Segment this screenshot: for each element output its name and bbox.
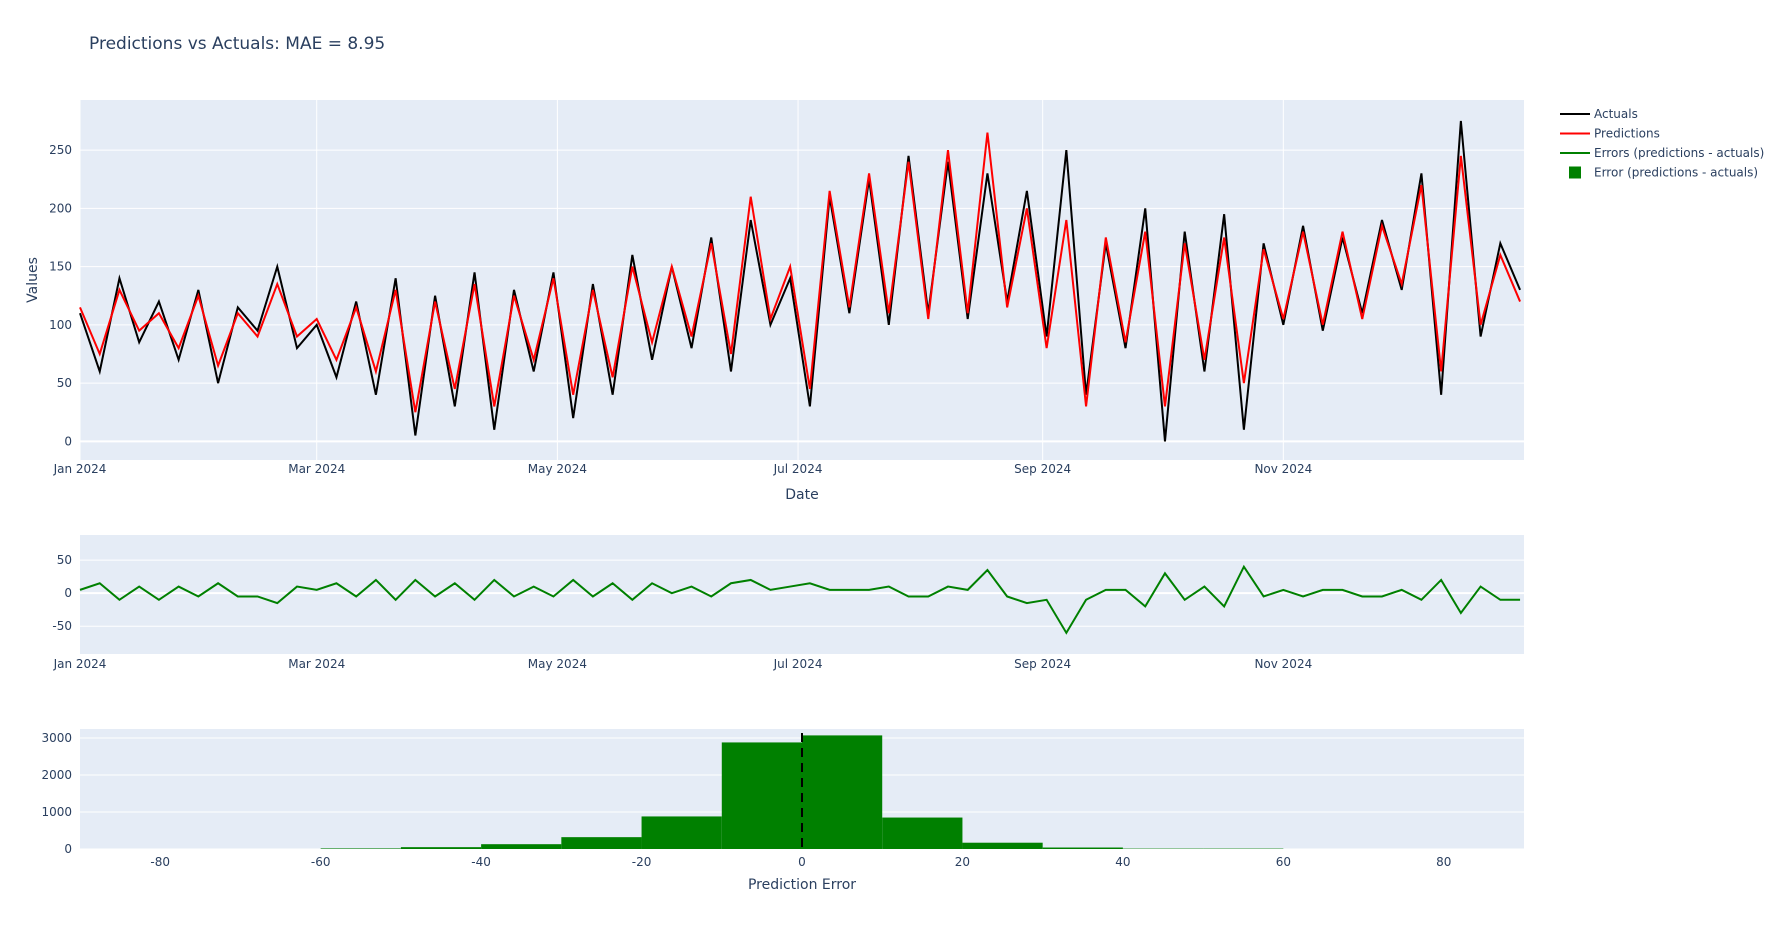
x-tick-label: Nov 2024 xyxy=(1254,657,1312,671)
legend-item[interactable]: Predictions xyxy=(1560,127,1660,141)
x-tick-label: May 2024 xyxy=(528,657,587,671)
x-tick-label: -40 xyxy=(471,855,491,869)
series-line-errors xyxy=(79,564,1521,635)
histogram-panel: 0 1000 2000 3000 -80 -60 -40 -20 0 20 40 60 80 xyxy=(41,729,1524,869)
histogram-bar xyxy=(320,848,401,849)
plot-background xyxy=(80,100,1524,460)
histogram-bar xyxy=(962,842,1043,849)
y-tick-label: 0 xyxy=(64,434,72,448)
histogram-bar xyxy=(641,816,722,849)
series-line-actuals xyxy=(79,120,1521,442)
legend-label: Errors (predictions - actuals) xyxy=(1594,146,1764,160)
legend-label: Error (predictions - actuals) xyxy=(1594,166,1758,180)
y-axis-title-values: Values xyxy=(25,257,41,303)
legend-item[interactable]: Errors (predictions - actuals) xyxy=(1560,146,1764,160)
histogram-bar xyxy=(561,837,642,849)
x-tick-label: -60 xyxy=(311,855,331,869)
y-tick-label: 150 xyxy=(49,260,72,274)
y-tick-label: -50 xyxy=(52,619,72,633)
x-tick-label: Sep 2024 xyxy=(1014,462,1071,476)
x-tick-label: 20 xyxy=(955,855,970,869)
x-tick-label: Sep 2024 xyxy=(1014,657,1071,671)
x-axis-title-prediction-error: Prediction Error xyxy=(748,877,856,893)
histogram-bar xyxy=(802,735,883,849)
y-tick-label: 1000 xyxy=(41,805,72,819)
error-panel: -50 0 50 Jan 2024 Mar 2024 May 2024 Jul 2024 Se… xyxy=(52,535,1524,671)
y-tick-label: 250 xyxy=(49,143,72,157)
x-tick-label: -20 xyxy=(632,855,652,869)
y-tick-label: 3000 xyxy=(41,731,72,745)
histogram-bar xyxy=(882,817,963,849)
histogram-bar xyxy=(481,844,562,849)
histogram-bar xyxy=(400,847,482,849)
y-tick-label: 0 xyxy=(64,586,72,600)
x-axis-title-date: Date xyxy=(785,487,818,503)
histogram-bar xyxy=(1042,847,1123,849)
legend: Actuals Predictions Errors (predictions - … xyxy=(1560,107,1764,180)
x-tick-label: 0 xyxy=(798,855,806,869)
y-tick-label: 2000 xyxy=(41,768,72,782)
x-tick-label: 80 xyxy=(1436,855,1451,869)
y-tick-label: 200 xyxy=(49,201,72,215)
y-tick-label: 100 xyxy=(49,318,72,332)
chart-title: Predictions vs Actuals: MAE = 8.95 xyxy=(89,34,385,54)
timeseries-panel: 0 50 100 150 200 250 Jan 2024 Mar 2024 May 2024 J… xyxy=(49,100,1524,476)
x-tick-label: Jul 2024 xyxy=(773,462,823,476)
legend-square-swatch-icon xyxy=(1569,166,1581,179)
x-tick-label: -80 xyxy=(150,855,170,869)
x-tick-label: Jan 2024 xyxy=(53,657,107,671)
x-tick-label: May 2024 xyxy=(528,462,587,476)
x-tick-label: Nov 2024 xyxy=(1254,462,1312,476)
series-line-predictions xyxy=(79,132,1521,413)
x-tick-label: Jul 2024 xyxy=(773,657,823,671)
legend-label: Predictions xyxy=(1594,127,1660,141)
plot-background xyxy=(80,535,1524,654)
x-tick-label: Jan 2024 xyxy=(53,462,107,476)
legend-item[interactable]: Actuals xyxy=(1560,107,1638,121)
x-tick-label: Mar 2024 xyxy=(288,657,345,671)
y-tick-label: 0 xyxy=(64,842,72,856)
y-tick-label: 50 xyxy=(57,376,72,390)
histogram-bar xyxy=(721,742,802,849)
legend-label: Actuals xyxy=(1594,107,1638,121)
x-tick-label: 40 xyxy=(1115,855,1130,869)
y-tick-label: 50 xyxy=(57,553,72,567)
legend-item[interactable]: Error (predictions - actuals) xyxy=(1569,166,1758,180)
x-tick-label: Mar 2024 xyxy=(288,462,345,476)
x-tick-label: 60 xyxy=(1276,855,1291,869)
